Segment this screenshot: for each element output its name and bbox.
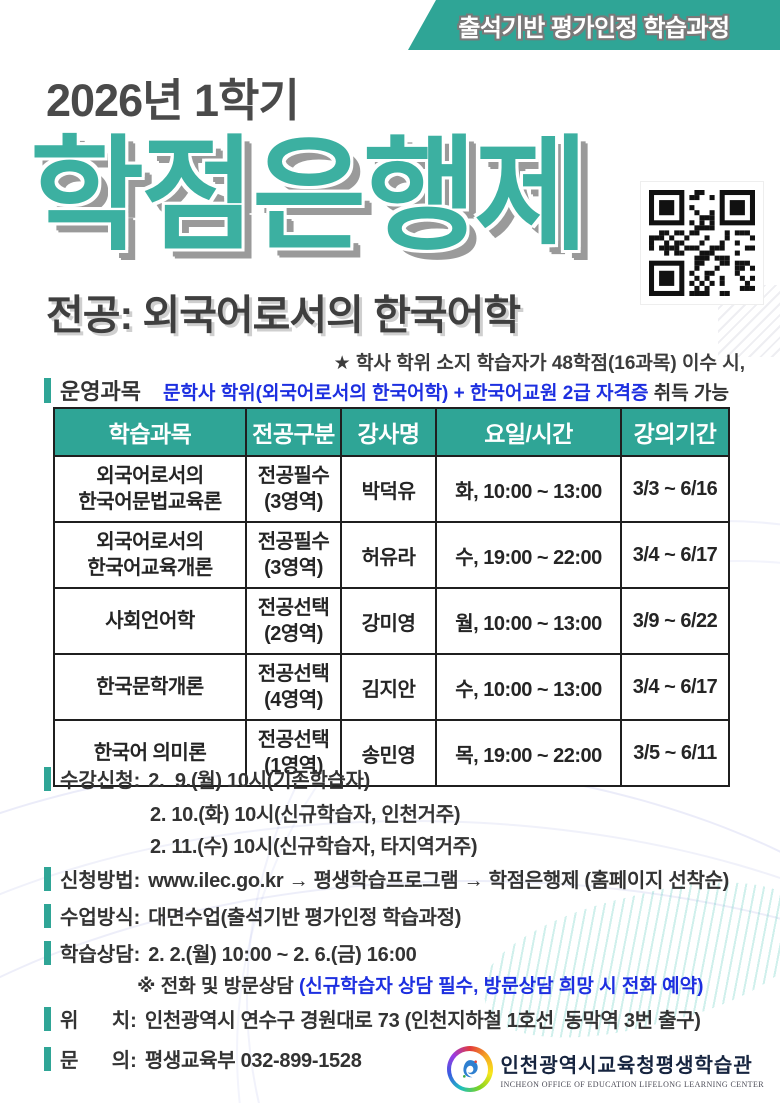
counsel-label: 학습상담: [60, 944, 141, 966]
apply-text: www.ilec.go.kr → 평생학습프로그램 → 학점은행제 (홈페이지 … [148, 870, 730, 892]
enrollment-label: 수강신청: [60, 770, 141, 792]
cell-instructor: 강미영 [340, 587, 437, 655]
counsel-note: ※ 전화 및 방문상담 (신규학습자 상담 필수, 방문상담 희망 시 전화 예… [137, 971, 703, 998]
enrollment-row: 수강신청: 2. 9.(월) 10시(기존학습자) [44, 764, 370, 793]
cell-type: 전공선택 (1영역) [245, 719, 342, 787]
cell-instructor: 김지안 [340, 653, 437, 721]
program-label: 운영과목 [60, 379, 141, 404]
apply-label: 신청방법: [60, 870, 141, 892]
cell-period: 3/5 ~ 6/11 [620, 719, 730, 787]
course-table: 학습과목 전공구분 강사명 요일/시간 강의기간 외국어로서의 한국어문법교육론… [53, 407, 730, 787]
cell-period: 3/9 ~ 6/22 [620, 587, 730, 655]
table-row: 외국어로서의 한국어문법교육론 전공필수 (3영역) 박덕유 화, 10:00 … [53, 455, 730, 523]
counsel-row: 학습상담: 2. 2.(월) 10:00 ~ 2. 6.(금) 16:00 [44, 938, 417, 967]
table-row: 사회언어학 전공선택 (2영역) 강미영 월, 10:00 ~ 13:00 3/… [53, 587, 730, 655]
cell-instructor: 송민영 [340, 719, 437, 787]
col-header-schedule: 요일/시간 [435, 407, 622, 457]
col-header-subject: 학습과목 [53, 407, 247, 457]
col-header-period: 강의기간 [620, 407, 730, 457]
cell-subject: 외국어로서의 한국어문법교육론 [53, 455, 247, 523]
section-bar-icon [44, 903, 51, 928]
page-title: 학점은행제 [30, 127, 588, 265]
cell-subject: 외국어로서의 한국어교육개론 [53, 521, 247, 589]
top-ribbon: 출석기반 평가인정 학습과정 [408, 0, 780, 50]
counsel-note-blue: (신규학습자 상담 필수, 방문상담 희망 시 전화 예약) [298, 976, 704, 997]
cell-period: 3/4 ~ 6/17 [620, 653, 730, 721]
qr-code-icon [649, 190, 755, 296]
section-bar-icon [44, 940, 51, 965]
counsel-text: 2. 2.(월) 10:00 ~ 2. 6.(금) 16:00 [148, 944, 417, 966]
table-row: 한국문학개론 전공선택 (4영역) 김지안 수, 10:00 ~ 13:00 3… [53, 653, 730, 721]
qr-code [641, 182, 763, 304]
method-label: 수업방식: [60, 907, 141, 929]
cell-type: 전공필수 (3영역) [245, 455, 342, 523]
section-bar-icon [44, 766, 51, 791]
contact-label: 문 의: [60, 1050, 137, 1072]
section-bar-icon [44, 1006, 51, 1031]
organization-logo: 인천광역시교육청평생학습관 INCHEON OFFICE OF EDUCATIO… [446, 1046, 764, 1092]
counsel-note-dark: ※ 전화 및 방문상담 [137, 976, 299, 997]
cell-instructor: 허유라 [340, 521, 437, 589]
section-bar-icon [44, 377, 51, 403]
contact-row: 문 의: 평생교육부 032-899-1528 [44, 1044, 362, 1073]
logo-name-english: INCHEON OFFICE OF EDUCATION LIFELONG LEA… [500, 1080, 764, 1089]
cell-schedule: 월, 10:00 ~ 13:00 [435, 587, 622, 655]
cell-schedule: 수, 10:00 ~ 13:00 [435, 653, 622, 721]
cell-subject: 사회언어학 [53, 587, 247, 655]
cell-schedule: 수, 19:00 ~ 22:00 [435, 521, 622, 589]
cell-instructor: 박덕유 [340, 455, 437, 523]
location-label: 위 치: [60, 1010, 137, 1032]
location-row: 위 치: 인천광역시 연수구 경원대로 73 (인천지하철 1호선 동막역 3번… [44, 1004, 701, 1033]
enrollment-line1: 2. 9.(월) 10시(기존학습자) [148, 770, 370, 792]
class-method-row: 수업방식: 대면수업(출석기반 평가인정 학습과정) [44, 901, 461, 930]
benefit-highlight: 문학사 학위(외국어로서의 한국어학) + 한국어교원 2급 자격증 [162, 383, 649, 404]
enrollment-line2: 2. 10.(화) 10시(신규학습자, 인천거주) [150, 804, 461, 826]
cell-type: 전공필수 (3영역) [245, 521, 342, 589]
table-header-row: 학습과목 전공구분 강사명 요일/시간 강의기간 [53, 407, 730, 457]
table-row: 외국어로서의 한국어교육개론 전공필수 (3영역) 허유라 수, 19:00 ~… [53, 521, 730, 589]
cell-period: 3/4 ~ 6/17 [620, 521, 730, 589]
section-bar-icon [44, 866, 51, 891]
credit-note: ★ 학사 학위 소지 학습자가 48학점(16과목) 이수 시, [333, 353, 745, 374]
top-ribbon-label: 출석기반 평가인정 학습과정 [458, 14, 730, 42]
section-bar-icon [44, 1046, 51, 1071]
table-row: 한국어 의미론 전공선택 (1영역) 송민영 목, 19:00 ~ 22:00 … [53, 719, 730, 787]
semester-heading: 2026년 1학기 [46, 75, 300, 126]
rainbow-ring-icon [446, 1046, 493, 1092]
cell-period: 3/3 ~ 6/16 [620, 455, 730, 523]
contact-text: 평생교육부 032-899-1528 [144, 1050, 362, 1072]
col-header-type: 전공구분 [245, 407, 342, 457]
logo-swirl-icon [451, 1050, 489, 1088]
cell-type: 전공선택 (4영역) [245, 653, 342, 721]
major-subtitle: 전공: 외국어로서의 한국어학 [46, 292, 521, 338]
cell-subject: 한국어 의미론 [53, 719, 247, 787]
cell-subject: 한국문학개론 [53, 653, 247, 721]
logo-name-korean: 인천광역시교육청평생학습관 [500, 1055, 753, 1077]
enrollment-line3: 2. 11.(수) 10시(신규학습자, 타지역거주) [150, 836, 478, 858]
col-header-instructor: 강사명 [340, 407, 437, 457]
program-row: 운영과목 문학사 학위(외국어로서의 한국어학) + 한국어교원 2급 자격증 … [44, 374, 754, 406]
apply-method-row: 신청방법: www.ilec.go.kr → 평생학습프로그램 → 학점은행제 … [44, 864, 729, 893]
method-text: 대면수업(출석기반 평가인정 학습과정) [148, 907, 462, 929]
cell-schedule: 목, 19:00 ~ 22:00 [435, 719, 622, 787]
cell-schedule: 화, 10:00 ~ 13:00 [435, 455, 622, 523]
location-text: 인천광역시 연수구 경원대로 73 (인천지하철 1호선 동막역 3번 출구) [144, 1010, 701, 1032]
benefit-rest: 취득 가능 [648, 383, 729, 404]
cell-type: 전공선택 (2영역) [245, 587, 342, 655]
